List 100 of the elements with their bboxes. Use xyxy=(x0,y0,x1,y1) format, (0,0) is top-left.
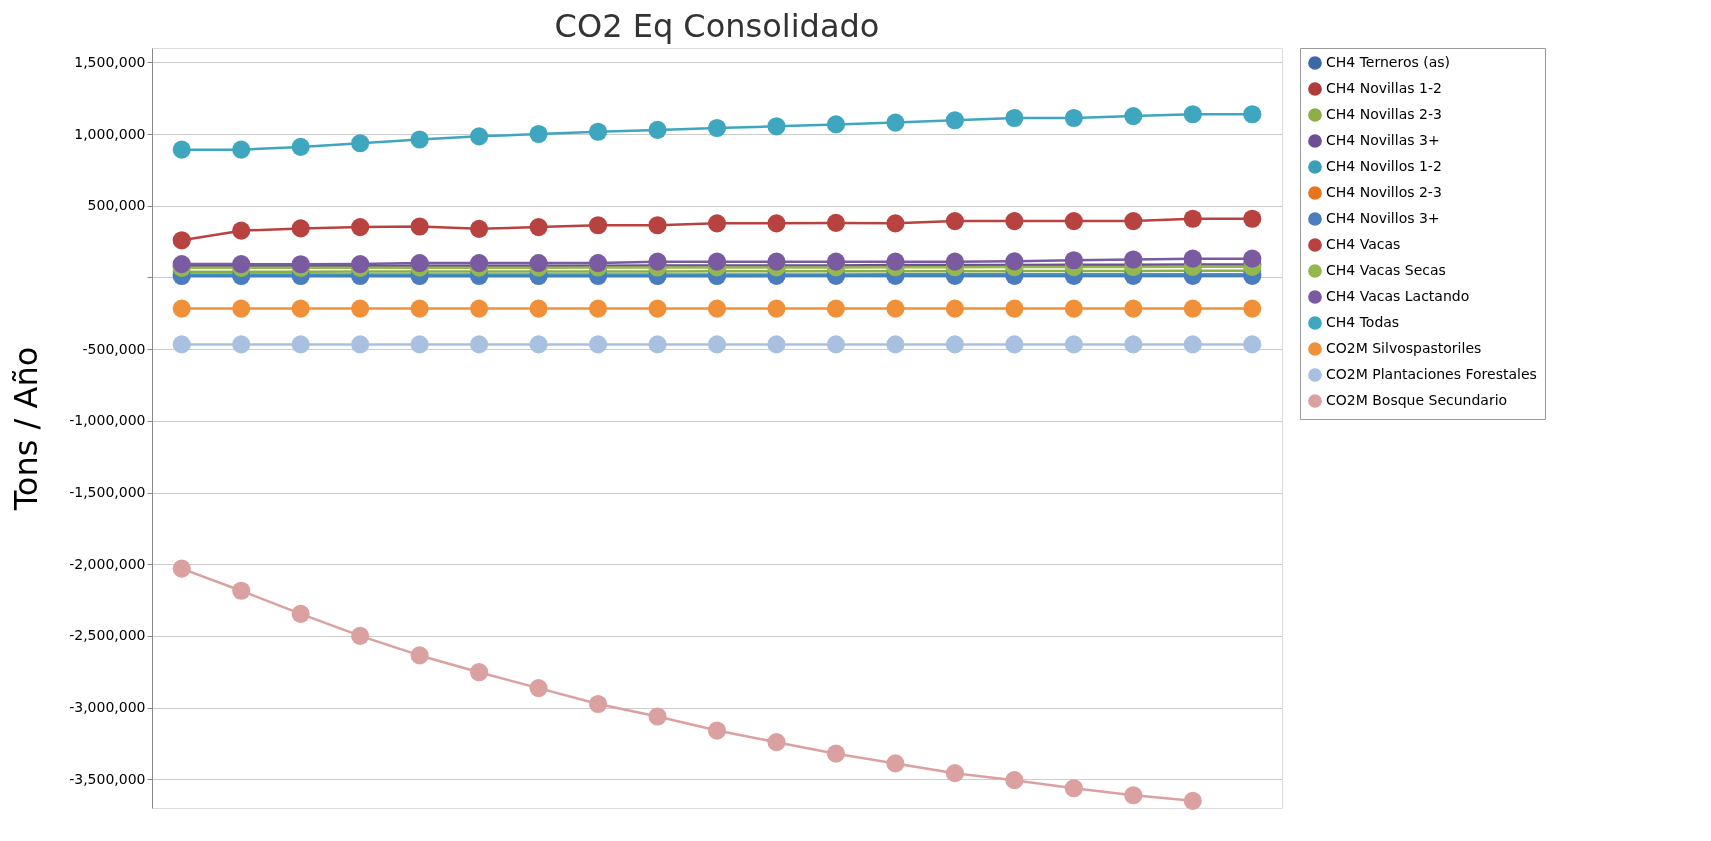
point xyxy=(351,134,370,153)
point xyxy=(707,214,727,233)
point xyxy=(945,252,964,271)
point xyxy=(1243,249,1262,268)
point xyxy=(707,721,727,740)
y-tick-label: -2,500,000 xyxy=(69,627,146,644)
point xyxy=(707,118,727,138)
point xyxy=(1124,107,1143,126)
point xyxy=(410,217,429,236)
point xyxy=(291,335,310,354)
point xyxy=(529,679,548,698)
y-tick-label: 500,000 xyxy=(87,197,146,214)
point xyxy=(1064,779,1083,798)
legend-label: CH4 Novillas 2-3 xyxy=(1326,106,1442,122)
point xyxy=(767,299,786,318)
y-tick-label: 1,000,000 xyxy=(74,125,146,142)
point xyxy=(945,335,964,354)
point xyxy=(886,754,905,773)
point xyxy=(351,218,370,237)
point xyxy=(172,335,191,354)
y-tick-label: -500,000 xyxy=(82,340,146,357)
point xyxy=(172,231,191,250)
point xyxy=(648,216,667,235)
point xyxy=(588,122,608,141)
y-axis-title: Tons / Año xyxy=(7,346,46,512)
point xyxy=(1183,249,1202,268)
point xyxy=(410,299,429,318)
point xyxy=(1243,105,1262,124)
point xyxy=(767,335,786,354)
point xyxy=(648,335,667,354)
point xyxy=(767,733,786,752)
point xyxy=(172,140,191,159)
point xyxy=(648,299,667,318)
y-tick-label: -1,000,000 xyxy=(69,412,146,429)
legend-label: CH4 Novillas 3+ xyxy=(1326,132,1440,148)
point xyxy=(826,115,846,134)
legend-label: CH4 Novillos 3+ xyxy=(1326,210,1440,226)
point xyxy=(410,335,429,354)
point xyxy=(1243,299,1262,318)
point xyxy=(351,335,370,354)
point xyxy=(470,663,489,682)
point xyxy=(1183,209,1202,228)
point xyxy=(351,626,370,645)
point xyxy=(1183,299,1202,318)
point xyxy=(707,335,727,354)
legend-label: CO2M Plantaciones Forestales xyxy=(1326,366,1537,382)
point xyxy=(886,113,905,132)
point xyxy=(1005,335,1024,354)
point xyxy=(351,299,370,318)
point xyxy=(232,335,251,354)
point xyxy=(529,124,548,144)
point xyxy=(767,214,786,233)
legend-label: CH4 Todas xyxy=(1326,314,1400,330)
point xyxy=(826,335,846,354)
chart-title: CO2 Eq Consolidado xyxy=(554,6,880,45)
point xyxy=(826,744,846,763)
point xyxy=(1124,786,1143,805)
point xyxy=(826,213,846,233)
point xyxy=(1183,105,1202,124)
point xyxy=(1064,212,1083,231)
point xyxy=(588,299,608,318)
point xyxy=(1005,212,1024,231)
y-tick-label: -3,500,000 xyxy=(69,770,146,787)
point xyxy=(291,219,310,238)
point xyxy=(232,581,251,600)
point xyxy=(707,252,727,271)
point xyxy=(172,559,191,578)
legend-label: CH4 Vacas Secas xyxy=(1326,262,1446,278)
point xyxy=(1064,299,1083,318)
point xyxy=(1243,209,1262,228)
legend-label: CH4 Terneros (as) xyxy=(1326,54,1450,70)
point xyxy=(1064,335,1083,354)
point xyxy=(1124,335,1143,354)
point xyxy=(588,216,608,235)
legend-label: CH4 Novillos 1-2 xyxy=(1326,158,1442,174)
legend-label: CO2M Silvospastoriles xyxy=(1326,340,1482,356)
point xyxy=(529,299,548,318)
point xyxy=(1005,771,1024,790)
point xyxy=(1064,108,1083,128)
point xyxy=(945,299,964,318)
point xyxy=(826,252,846,271)
y-tick-label: -1,500,000 xyxy=(69,484,146,501)
y-tick-label: 1,500,000 xyxy=(74,53,146,70)
point xyxy=(529,335,548,354)
point xyxy=(232,299,251,318)
point xyxy=(1124,250,1143,269)
legend-label: CH4 Vacas Lactando xyxy=(1326,288,1470,304)
point xyxy=(945,111,964,130)
point xyxy=(767,117,786,136)
point xyxy=(767,252,786,271)
point xyxy=(291,299,310,318)
point xyxy=(1005,108,1024,128)
point xyxy=(470,219,489,238)
point xyxy=(945,212,964,231)
point xyxy=(470,299,489,318)
point xyxy=(410,130,429,149)
legend-label: CH4 Novillos 2-3 xyxy=(1326,184,1442,200)
legend-label: CH4 Novillas 1-2 xyxy=(1326,80,1442,96)
point xyxy=(826,299,846,318)
point xyxy=(291,137,310,157)
